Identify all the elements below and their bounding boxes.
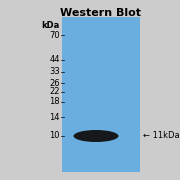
Ellipse shape	[73, 130, 118, 142]
Text: 44: 44	[50, 55, 60, 64]
Text: ← 11kDa: ← 11kDa	[143, 132, 180, 141]
Text: 22: 22	[50, 87, 60, 96]
Text: Western Blot: Western Blot	[60, 8, 141, 18]
Text: 14: 14	[50, 112, 60, 122]
Bar	[62, 17, 140, 172]
Text: 26: 26	[49, 78, 60, 87]
Text: kDa: kDa	[42, 21, 60, 30]
Text: 18: 18	[49, 98, 60, 107]
Text: 70: 70	[49, 30, 60, 39]
Text: 10: 10	[50, 132, 60, 141]
Text: 33: 33	[49, 68, 60, 76]
